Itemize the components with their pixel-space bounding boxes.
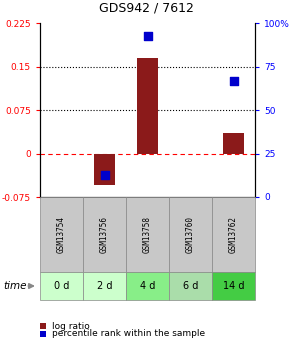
Text: GSM13758: GSM13758: [143, 216, 152, 253]
Bar: [94, 154, 115, 185]
Text: 14 d: 14 d: [223, 281, 244, 291]
Text: 2 d: 2 d: [97, 281, 112, 291]
Text: time: time: [3, 281, 26, 291]
Bar: [137, 58, 158, 154]
Point: [102, 172, 107, 178]
Text: GDS942 / 7612: GDS942 / 7612: [99, 2, 194, 15]
Text: 4 d: 4 d: [140, 281, 155, 291]
Text: 6 d: 6 d: [183, 281, 198, 291]
Point: [145, 33, 150, 38]
Text: GSM13760: GSM13760: [186, 216, 195, 253]
Bar: [223, 134, 244, 154]
Point: [231, 78, 236, 83]
Text: percentile rank within the sample: percentile rank within the sample: [52, 329, 205, 338]
Text: GSM13762: GSM13762: [229, 216, 238, 253]
Text: 0 d: 0 d: [54, 281, 69, 291]
Text: GSM13754: GSM13754: [57, 216, 66, 253]
Text: GSM13756: GSM13756: [100, 216, 109, 253]
Text: log ratio: log ratio: [52, 322, 89, 331]
